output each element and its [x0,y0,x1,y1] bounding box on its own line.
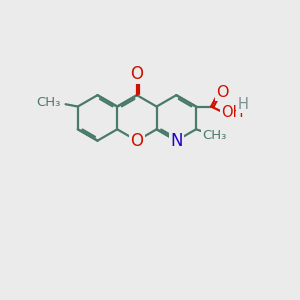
Text: H: H [237,97,248,112]
Text: O: O [216,85,228,100]
Text: CH₃: CH₃ [36,96,60,109]
Text: O: O [130,65,143,83]
Text: OH: OH [221,106,244,121]
Text: O: O [130,132,143,150]
Text: N: N [170,132,183,150]
Text: CH₃: CH₃ [202,130,226,142]
